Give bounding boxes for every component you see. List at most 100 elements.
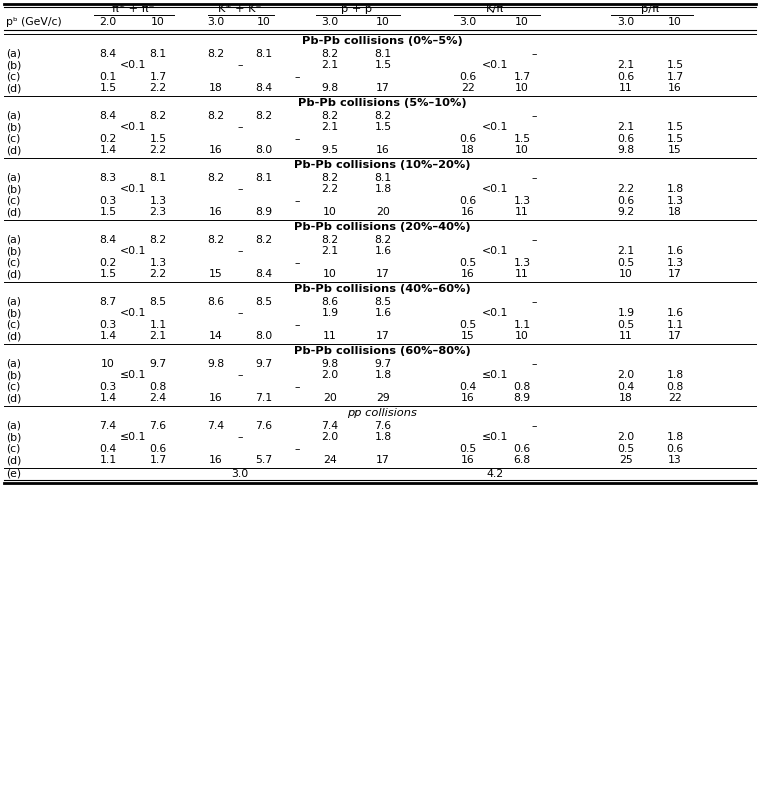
Text: 2.1: 2.1 [617, 60, 635, 70]
Text: p + ̅p: p + ̅p [342, 4, 373, 14]
Text: 8.6: 8.6 [208, 296, 225, 307]
Text: Pb-Pb collisions (40%–60%): Pb-Pb collisions (40%–60%) [293, 284, 471, 293]
Text: (a): (a) [6, 49, 21, 59]
Text: (a): (a) [6, 173, 21, 183]
Text: 7.6: 7.6 [255, 421, 273, 431]
Text: 0.6: 0.6 [459, 133, 477, 144]
Text: 0.3: 0.3 [99, 196, 117, 206]
Text: 0.6: 0.6 [459, 196, 477, 206]
Text: 1.3: 1.3 [666, 258, 684, 268]
Text: pp collisions: pp collisions [347, 407, 417, 418]
Text: 1.8: 1.8 [374, 185, 392, 194]
Text: 9.7: 9.7 [374, 359, 392, 369]
Text: 8.4: 8.4 [255, 269, 273, 279]
Text: 0.8: 0.8 [513, 382, 531, 392]
Text: 24: 24 [323, 455, 337, 465]
Text: 8.3: 8.3 [99, 173, 117, 183]
Text: 8.4: 8.4 [99, 111, 117, 121]
Text: 1.1: 1.1 [513, 320, 530, 330]
Text: (b): (b) [6, 246, 21, 256]
Text: 1.3: 1.3 [666, 196, 684, 206]
Text: 8.7: 8.7 [99, 296, 117, 307]
Text: 9.7: 9.7 [255, 359, 273, 369]
Text: <0.1: <0.1 [120, 122, 146, 133]
Text: 6.8: 6.8 [513, 455, 530, 465]
Text: 15: 15 [209, 269, 223, 279]
Text: K/π: K/π [486, 4, 504, 14]
Text: 1.4: 1.4 [99, 393, 117, 403]
Text: 0.4: 0.4 [617, 382, 635, 392]
Text: 8.0: 8.0 [255, 145, 273, 155]
Text: 18: 18 [668, 207, 682, 217]
Text: 10: 10 [515, 83, 529, 93]
Text: 8.5: 8.5 [150, 296, 167, 307]
Text: p/π: p/π [641, 4, 659, 14]
Text: <0.1: <0.1 [120, 60, 146, 70]
Text: 0.6: 0.6 [617, 72, 635, 81]
Text: 7.4: 7.4 [99, 421, 117, 431]
Text: –: – [238, 432, 243, 443]
Text: 17: 17 [668, 332, 682, 341]
Text: 14: 14 [209, 332, 223, 341]
Text: 15: 15 [668, 145, 682, 155]
Text: 8.2: 8.2 [322, 173, 338, 183]
Text: 1.9: 1.9 [322, 308, 338, 318]
Text: 8.2: 8.2 [374, 111, 392, 121]
Text: 0.6: 0.6 [513, 443, 531, 454]
Text: 22: 22 [668, 393, 682, 403]
Text: 9.8: 9.8 [617, 145, 635, 155]
Text: Pb-Pb collisions (0%–5%): Pb-Pb collisions (0%–5%) [302, 35, 462, 46]
Text: 8.4: 8.4 [255, 83, 273, 93]
Text: 16: 16 [461, 269, 475, 279]
Text: 8.9: 8.9 [513, 393, 530, 403]
Text: <0.1: <0.1 [482, 60, 508, 70]
Text: 1.4: 1.4 [99, 332, 117, 341]
Text: 8.2: 8.2 [255, 235, 273, 244]
Text: (a): (a) [6, 296, 21, 307]
Text: (c): (c) [6, 72, 21, 81]
Text: 0.1: 0.1 [99, 72, 117, 81]
Text: –: – [238, 185, 243, 194]
Text: 2.0: 2.0 [617, 432, 635, 443]
Text: 8.2: 8.2 [208, 173, 225, 183]
Text: 3.0: 3.0 [617, 17, 635, 27]
Text: ≤0.1: ≤0.1 [482, 370, 508, 380]
Text: 8.5: 8.5 [374, 296, 392, 307]
Text: 11: 11 [515, 207, 529, 217]
Text: 1.8: 1.8 [666, 432, 684, 443]
Text: 1.8: 1.8 [374, 370, 392, 380]
Text: 8.0: 8.0 [255, 332, 273, 341]
Text: 0.6: 0.6 [666, 443, 684, 454]
Text: 7.4: 7.4 [208, 421, 225, 431]
Text: 1.7: 1.7 [666, 72, 684, 81]
Text: (c): (c) [6, 196, 21, 206]
Text: 8.1: 8.1 [150, 173, 167, 183]
Text: 2.1: 2.1 [322, 246, 338, 256]
Text: 7.6: 7.6 [374, 421, 392, 431]
Text: 2.1: 2.1 [617, 246, 635, 256]
Text: (c): (c) [6, 382, 21, 392]
Text: 8.2: 8.2 [322, 49, 338, 59]
Text: 16: 16 [461, 455, 475, 465]
Text: 2.4: 2.4 [150, 393, 167, 403]
Text: 16: 16 [461, 393, 475, 403]
Text: 10: 10 [515, 17, 529, 27]
Text: –: – [294, 72, 299, 81]
Text: 9.8: 9.8 [322, 359, 338, 369]
Text: –: – [238, 246, 243, 256]
Text: 10: 10 [515, 332, 529, 341]
Text: –: – [238, 122, 243, 133]
Text: 8.2: 8.2 [208, 235, 225, 244]
Text: (d): (d) [6, 83, 21, 93]
Text: (a): (a) [6, 359, 21, 369]
Text: (c): (c) [6, 320, 21, 330]
Text: 1.5: 1.5 [99, 207, 117, 217]
Text: 0.4: 0.4 [99, 443, 117, 454]
Text: 0.8: 0.8 [150, 382, 167, 392]
Text: <0.1: <0.1 [482, 246, 508, 256]
Text: 10: 10 [619, 269, 633, 279]
Text: –: – [531, 111, 537, 121]
Text: 13: 13 [668, 455, 682, 465]
Text: 17: 17 [376, 269, 390, 279]
Text: <0.1: <0.1 [120, 308, 146, 318]
